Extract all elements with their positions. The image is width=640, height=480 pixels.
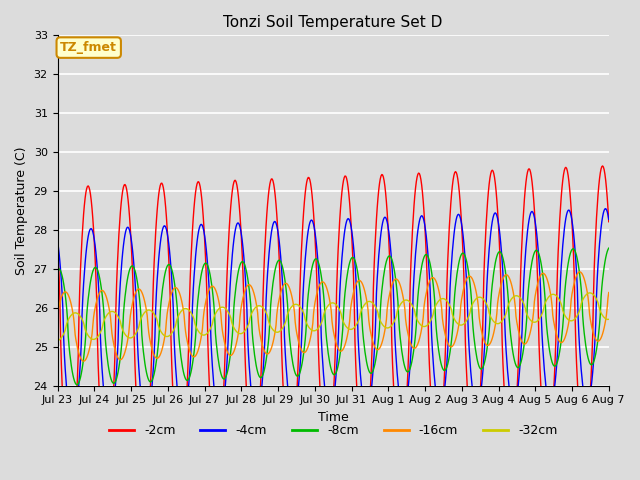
Line: -2cm: -2cm (58, 166, 609, 467)
-2cm (121, 181, 129, 187)
-4cm (401, 406, 409, 412)
-2cm (605, 219, 612, 225)
-4cm (121, 232, 129, 238)
-16cm (121, 349, 129, 355)
-2cm (401, 423, 409, 429)
Y-axis label: Soil Temperature (C): Soil Temperature (C) (15, 146, 28, 275)
-32cm (400, 298, 408, 303)
-8cm (401, 364, 409, 370)
-2cm (66, 464, 74, 469)
-16cm (576, 269, 584, 275)
Title: Tonzi Soil Temperature Set D: Tonzi Soil Temperature Set D (223, 15, 443, 30)
X-axis label: Time: Time (318, 411, 349, 424)
Text: TZ_fmet: TZ_fmet (60, 41, 117, 54)
-16cm (401, 306, 409, 312)
-8cm (605, 245, 612, 251)
-16cm (605, 289, 612, 295)
-32cm (54, 338, 61, 344)
-32cm (605, 316, 612, 322)
-32cm (416, 322, 424, 327)
-16cm (80, 358, 88, 364)
Legend: -2cm, -4cm, -8cm, -16cm, -32cm: -2cm, -4cm, -8cm, -16cm, -32cm (104, 420, 563, 442)
-2cm (177, 458, 185, 464)
-4cm (63, 396, 71, 401)
-4cm (602, 206, 609, 212)
-16cm (177, 295, 185, 301)
-8cm (206, 272, 214, 277)
-16cm (417, 330, 425, 336)
-8cm (121, 294, 129, 300)
-32cm (120, 330, 128, 336)
Line: -16cm: -16cm (58, 272, 609, 361)
-4cm (54, 238, 61, 244)
-32cm (205, 328, 213, 334)
-16cm (206, 285, 214, 291)
-8cm (63, 316, 71, 322)
-2cm (206, 396, 214, 402)
-4cm (605, 216, 612, 222)
-32cm (586, 290, 593, 296)
-32cm (63, 319, 71, 324)
-8cm (417, 268, 425, 274)
Line: -4cm: -4cm (58, 209, 609, 424)
Line: -8cm: -8cm (58, 248, 609, 385)
-16cm (63, 291, 71, 297)
-16cm (54, 311, 61, 317)
-4cm (177, 413, 185, 419)
Line: -32cm: -32cm (58, 293, 609, 341)
-4cm (417, 214, 425, 219)
-8cm (177, 354, 185, 360)
-8cm (54, 266, 61, 272)
-32cm (177, 310, 184, 315)
-2cm (63, 457, 71, 463)
-8cm (73, 382, 81, 388)
-2cm (54, 240, 61, 246)
-2cm (599, 163, 607, 169)
-4cm (206, 306, 214, 312)
-4cm (69, 421, 77, 427)
-2cm (417, 177, 425, 182)
